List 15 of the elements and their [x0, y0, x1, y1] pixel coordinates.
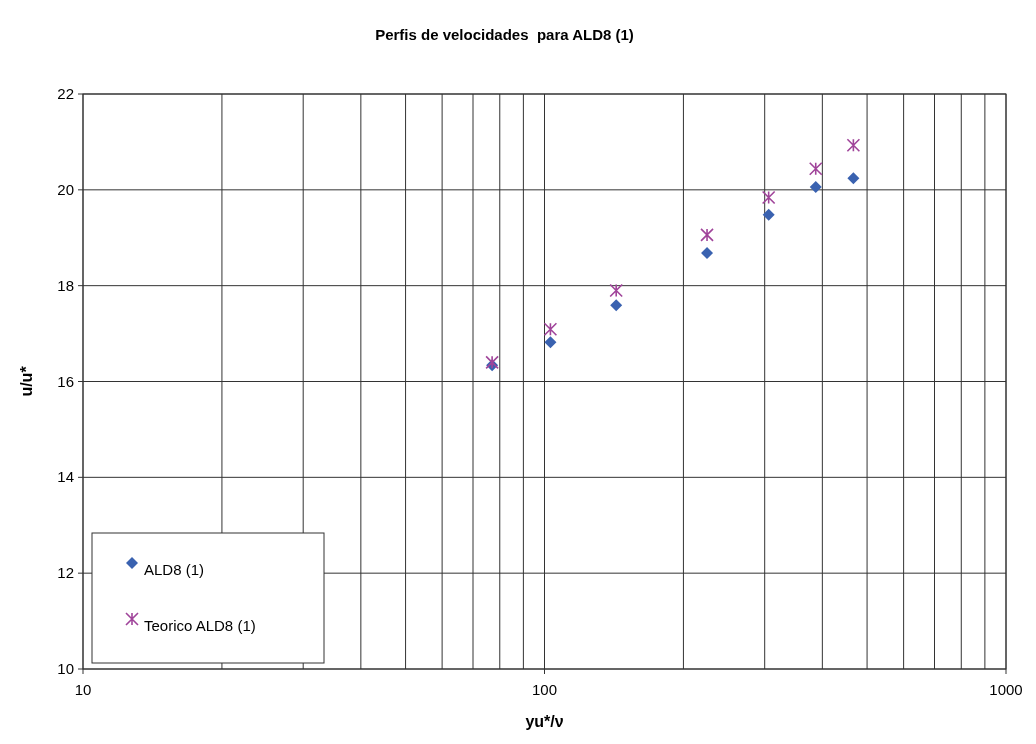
x-tick-label: 10 — [74, 681, 92, 698]
chart-title: Perfis de velocidades para ALD8 (1) — [375, 26, 634, 43]
y-tick-label: 10 — [57, 660, 74, 677]
y-tick-label: 20 — [57, 180, 74, 198]
x-axis-title: yu*/ν — [525, 713, 564, 730]
y-tick-label: 14 — [57, 468, 74, 486]
x-tick-label: 1000 — [989, 681, 1023, 698]
y-tick-label: 22 — [57, 85, 74, 102]
y-tick-label: 18 — [57, 276, 74, 294]
y-tick-label: 12 — [57, 564, 74, 582]
y-tick-label: 16 — [57, 372, 74, 390]
y-axis-title: u/u* — [18, 365, 35, 397]
legend-label: ALD8 (1) — [144, 561, 205, 578]
x-tick-label: 100 — [531, 681, 558, 698]
legend-label: Teorico ALD8 (1) — [144, 617, 256, 634]
